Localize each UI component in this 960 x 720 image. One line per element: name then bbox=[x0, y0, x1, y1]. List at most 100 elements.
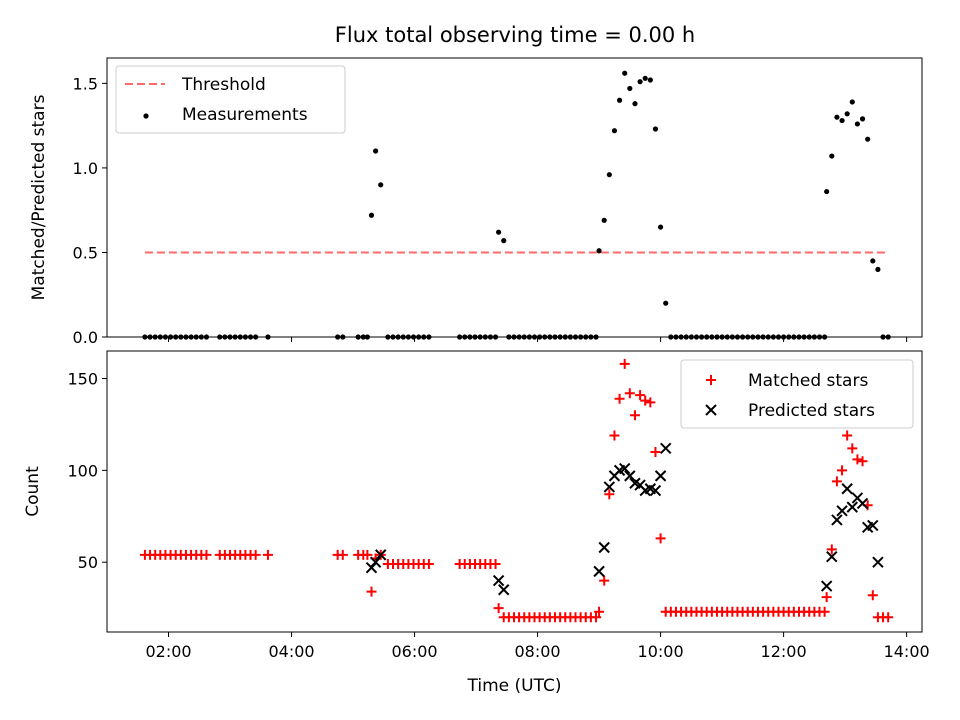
matched-stars-point bbox=[857, 456, 868, 467]
measurement-point bbox=[152, 334, 158, 340]
legend-threshold-label: Threshold bbox=[181, 75, 266, 95]
predicted-stars-point bbox=[618, 462, 631, 475]
matched-stars-point bbox=[423, 559, 434, 570]
predicted-stars-point bbox=[846, 501, 858, 513]
measurement-point bbox=[142, 334, 148, 340]
measurement-point bbox=[567, 334, 573, 340]
predicted-stars-point bbox=[375, 549, 387, 561]
measurement-point bbox=[410, 334, 417, 340]
measurement-point bbox=[693, 334, 700, 340]
x-tick-label: 06:00 bbox=[391, 642, 437, 661]
legend-box bbox=[115, 65, 346, 134]
x-tick-label: 10:00 bbox=[638, 642, 684, 661]
measurement-point bbox=[616, 97, 623, 103]
measurement-point bbox=[265, 334, 271, 340]
matched-stars-point bbox=[847, 443, 858, 454]
predicted-stars-point bbox=[603, 481, 616, 493]
matched-stars-point bbox=[629, 410, 640, 421]
measurement-point bbox=[400, 334, 406, 340]
measurement-point bbox=[457, 334, 463, 340]
predicted-stars-point bbox=[369, 556, 382, 568]
matched-stars-point bbox=[250, 549, 261, 560]
measurement-point bbox=[426, 334, 432, 340]
measurement-point bbox=[390, 334, 396, 340]
legend: Threshold Measurements bbox=[115, 65, 346, 134]
measurement-point bbox=[854, 121, 861, 127]
measurement-point bbox=[729, 334, 735, 340]
measurement-point bbox=[203, 334, 210, 340]
measurement-point bbox=[870, 258, 876, 264]
plot-frame bbox=[106, 350, 923, 633]
measurement-point bbox=[552, 334, 558, 340]
measurement-point bbox=[467, 334, 473, 340]
measurement-point bbox=[880, 334, 886, 340]
measurement-point bbox=[462, 334, 468, 340]
measurement-point bbox=[755, 334, 761, 340]
measurement-point bbox=[147, 334, 153, 340]
matched-stars-point bbox=[852, 454, 863, 465]
measurement-point bbox=[521, 334, 527, 340]
measurement-point bbox=[360, 334, 366, 340]
count-panel: 50 100 150 02:00 04:00 06:00 08:00 10:00 12:00 14… bbox=[23, 350, 930, 696]
matched-stars-point bbox=[604, 489, 615, 500]
measurement-point bbox=[537, 334, 543, 340]
measurement-point bbox=[801, 334, 807, 340]
y-tick-label: 0.0 bbox=[73, 328, 98, 347]
measurement-point bbox=[611, 128, 618, 134]
measurement-point bbox=[791, 334, 797, 340]
measurement-point bbox=[668, 334, 674, 340]
measurement-point bbox=[714, 334, 720, 340]
predicted-stars-point bbox=[872, 556, 884, 568]
matched-stars-point bbox=[609, 430, 620, 441]
measurement-point bbox=[596, 248, 602, 254]
measurement-point bbox=[193, 334, 199, 340]
measurement-point bbox=[583, 334, 589, 340]
measurement-point bbox=[355, 334, 361, 340]
matched-stars-point bbox=[837, 465, 848, 476]
measurement-point bbox=[372, 148, 379, 154]
matched-stars-point bbox=[650, 447, 661, 458]
measurement-point bbox=[632, 101, 638, 107]
measurement-point bbox=[364, 334, 370, 340]
measurement-point bbox=[253, 334, 259, 340]
predicted-stars-point bbox=[831, 514, 843, 526]
measurement-point bbox=[734, 334, 741, 340]
measurement-point bbox=[385, 334, 391, 340]
matched-stars-point bbox=[624, 388, 635, 399]
matched-stars-point bbox=[821, 592, 832, 603]
measurement-point bbox=[678, 334, 684, 340]
measurement-point bbox=[368, 212, 375, 218]
matched-stars-point bbox=[337, 549, 348, 560]
legend-matched-swatch bbox=[706, 375, 716, 385]
matched-stars-point bbox=[594, 606, 605, 617]
measurement-point bbox=[627, 85, 633, 92]
measurement-point bbox=[637, 79, 643, 85]
ratio-panel: 0.0 0.5 1.0 1.5 Matched/Predicted stars Thres… bbox=[29, 57, 923, 347]
measurement-point bbox=[719, 334, 725, 340]
measurement-point bbox=[859, 116, 866, 122]
measurement-point bbox=[683, 334, 689, 340]
measurement-point bbox=[688, 334, 694, 340]
measurement-point bbox=[157, 334, 163, 340]
measurement-point bbox=[786, 334, 792, 340]
x-tick-label: 08:00 bbox=[515, 642, 561, 661]
matched-stars-point bbox=[591, 612, 601, 623]
measurement-point bbox=[482, 334, 488, 340]
measurement-point bbox=[849, 99, 855, 105]
measurement-point bbox=[775, 334, 782, 340]
y-tick-label: 50 bbox=[78, 553, 98, 572]
measurement-point bbox=[698, 334, 705, 340]
legend-matched-label: Matched stars bbox=[748, 371, 868, 391]
measurement-point bbox=[606, 172, 612, 178]
measurement-point bbox=[622, 70, 628, 76]
measurement-point bbox=[395, 334, 401, 340]
measurement-point bbox=[572, 334, 579, 340]
matched-stars-point bbox=[201, 549, 212, 560]
measurement-point bbox=[492, 334, 499, 340]
matched-stars-point bbox=[831, 476, 842, 487]
measurement-point bbox=[247, 334, 254, 340]
x-axis-label: Time (UTC) bbox=[467, 676, 562, 696]
measurement-point bbox=[806, 334, 812, 340]
measurement-point bbox=[811, 334, 817, 340]
chart-title: Flux total observing time = 0.00 h bbox=[335, 23, 695, 47]
